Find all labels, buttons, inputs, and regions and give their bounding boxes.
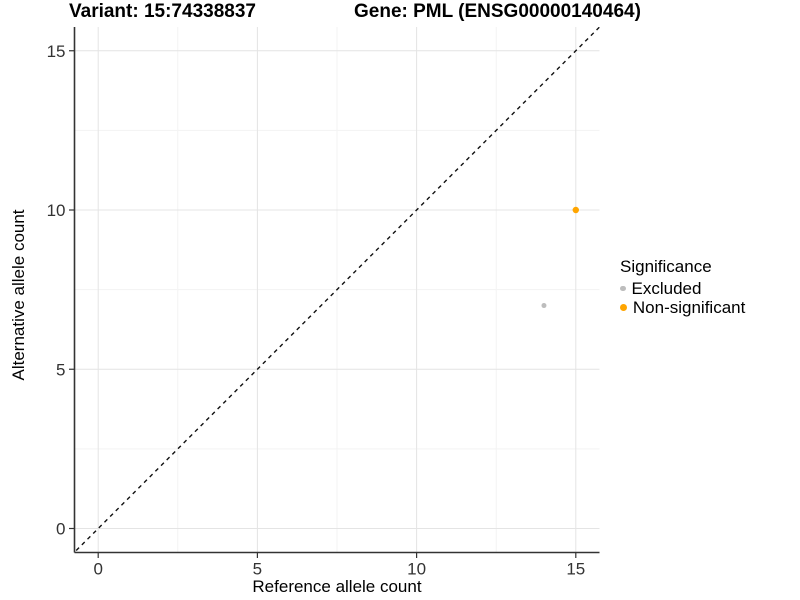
variant-title: Variant: 15:74338837 bbox=[69, 1, 256, 22]
legend-item-non-significant-label: Non-significant bbox=[632, 297, 746, 317]
y-tick-label: 0 bbox=[56, 520, 65, 539]
y-tick-label: 5 bbox=[56, 360, 65, 379]
x-tick-label: 0 bbox=[93, 560, 102, 579]
y-tick-label: 10 bbox=[47, 201, 66, 220]
x-tick-label: 5 bbox=[253, 560, 262, 579]
tick-marks bbox=[69, 50, 577, 558]
x-tick-label: 10 bbox=[407, 560, 426, 579]
x-axis-title: Reference allele count bbox=[252, 577, 421, 596]
legend-item-excluded-label: Excluded bbox=[631, 278, 702, 298]
legend-item-excluded: Excluded bbox=[620, 279, 745, 298]
data-points bbox=[541, 206, 579, 309]
tick-labels: 0 5 10 15 0 5 10 15 bbox=[47, 42, 586, 579]
minor-gridlines bbox=[74, 27, 600, 553]
legend-title: Significance bbox=[620, 257, 712, 276]
data-point-excluded bbox=[541, 303, 547, 309]
excluded-dot-icon bbox=[620, 285, 626, 292]
legend: Significance Excluded Non-significant bbox=[616, 256, 745, 317]
major-gridlines bbox=[74, 27, 600, 553]
non-significant-dot-icon bbox=[620, 304, 627, 311]
x-tick-label: 15 bbox=[566, 560, 585, 579]
y-axis-title: Alternative allele count bbox=[9, 209, 28, 380]
legend-item-non-significant: Non-significant bbox=[620, 298, 745, 317]
gene-title: Gene: PML (ENSG00000140464) bbox=[354, 1, 641, 22]
y-tick-label: 15 bbox=[47, 42, 66, 61]
data-point-non-significant bbox=[572, 206, 579, 214]
identity-line bbox=[74, 27, 600, 553]
axis-lines bbox=[73, 27, 600, 554]
